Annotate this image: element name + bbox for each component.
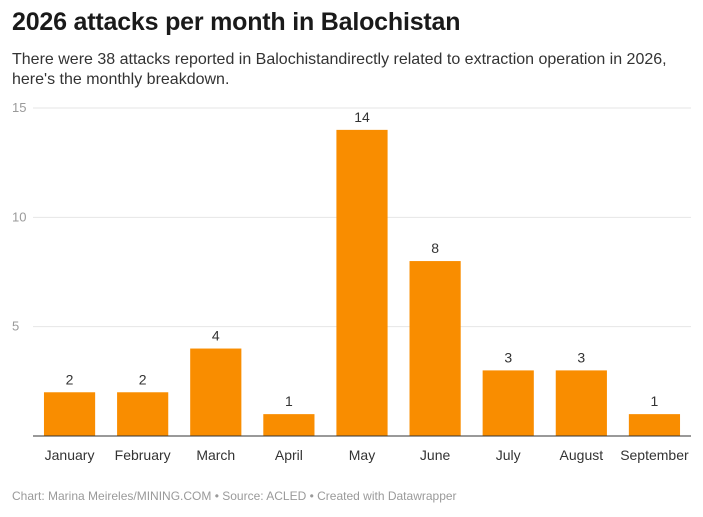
x-tick-label: March <box>196 447 235 463</box>
x-tick-label: May <box>349 447 375 463</box>
data-label: 3 <box>504 349 512 365</box>
data-label: 14 <box>354 109 370 125</box>
bar <box>190 348 242 436</box>
x-tick-label: June <box>420 447 451 463</box>
data-label: 1 <box>285 393 293 409</box>
data-label: 4 <box>212 328 220 344</box>
x-tick-label: January <box>45 447 95 463</box>
chart-title: 2026 attacks per month in Balochistan <box>12 8 461 36</box>
bar <box>263 414 315 436</box>
y-tick-label: 5 <box>12 319 19 334</box>
data-label: 2 <box>139 371 147 387</box>
x-tick-label: July <box>496 447 521 463</box>
data-label: 1 <box>651 393 659 409</box>
labels: 2 January 2 February 4 March 1 April 14 May 8 June 3… <box>45 109 689 463</box>
bar <box>555 370 607 436</box>
bar <box>409 261 461 436</box>
x-tick-label: April <box>275 447 303 463</box>
data-label: 3 <box>577 349 585 365</box>
bar <box>336 129 388 436</box>
bar <box>628 414 681 436</box>
x-tick-label: February <box>115 447 171 463</box>
bar <box>482 370 534 436</box>
x-tick-label: September <box>620 447 689 463</box>
data-label: 8 <box>431 240 439 256</box>
y-tick-label: 15 <box>12 100 26 115</box>
bar <box>117 392 169 436</box>
x-tick-label: August <box>560 447 604 463</box>
bars <box>33 129 691 437</box>
chart-subtitle: There were 38 attacks reported in Baloch… <box>12 51 667 88</box>
y-tick-label: 10 <box>12 209 26 224</box>
bar <box>43 392 96 436</box>
bar-chart: 5 10 15 2 January 2 February 4 March 1 April 14 May… <box>12 100 691 463</box>
gridlines: 5 10 15 <box>12 100 691 334</box>
data-label: 2 <box>66 371 74 387</box>
chart-footer: Chart: Marina Meireles/MINING.COM • Sour… <box>12 489 457 503</box>
